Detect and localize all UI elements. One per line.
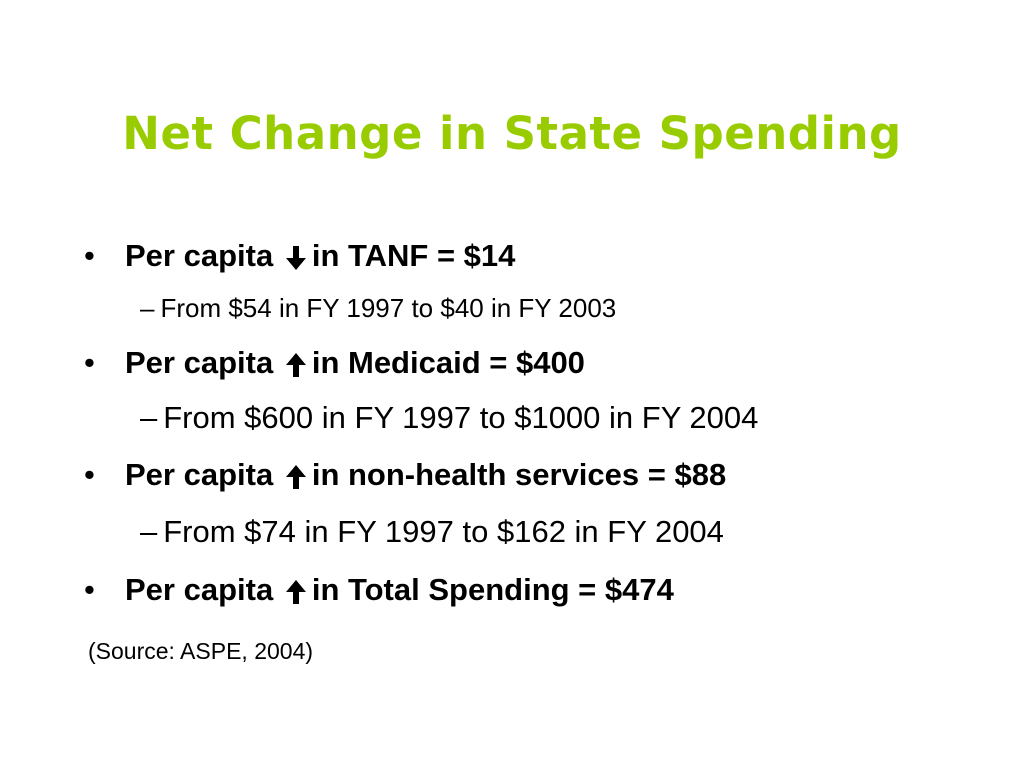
bullet-text-suffix: in TANF = $14 bbox=[311, 238, 516, 273]
bullet-text-prefix: Per capita bbox=[125, 457, 274, 492]
sub-bullet-dash: – bbox=[140, 400, 158, 435]
down-arrow-icon bbox=[284, 245, 308, 271]
bullet-text-suffix: in non-health services = $88 bbox=[311, 457, 727, 492]
bullet-item-total: • Per capita in Total Spending = $474 bbox=[84, 570, 674, 610]
sub-item-non-health: – From $74 in FY 1997 to $162 in FY 2004 bbox=[140, 512, 724, 552]
bullet-item-tanf: • Per capita in TANF = $14 bbox=[84, 236, 515, 276]
bullet-marker: • bbox=[84, 345, 95, 380]
sub-item-tanf: – From $54 in FY 1997 to $40 in FY 2003 bbox=[140, 288, 616, 328]
bullet-text-prefix: Per capita bbox=[125, 572, 274, 607]
up-arrow-icon bbox=[284, 464, 308, 490]
bullet-text-prefix: Per capita bbox=[125, 345, 274, 380]
bullet-marker: • bbox=[84, 572, 95, 607]
sub-item-medicaid: – From $600 in FY 1997 to $1000 in FY 200… bbox=[140, 398, 758, 438]
sub-item-text: From $600 in FY 1997 to $1000 in FY 2004 bbox=[163, 400, 759, 435]
bullet-text-suffix: in Medicaid = $400 bbox=[311, 345, 585, 380]
sub-bullet-dash: – bbox=[140, 514, 158, 549]
slide-title: Net Change in State Spending bbox=[122, 107, 902, 160]
bullet-text-suffix: in Total Spending = $474 bbox=[311, 572, 674, 607]
bullet-text-prefix: Per capita bbox=[125, 238, 274, 273]
source-citation: (Source: ASPE, 2004) bbox=[88, 638, 314, 664]
sub-bullet-dash: – bbox=[140, 293, 155, 323]
bullet-item-medicaid: • Per capita in Medicaid = $400 bbox=[84, 343, 585, 383]
bullet-marker: • bbox=[84, 457, 95, 492]
bullet-item-non-health: • Per capita in non-health services = $88 bbox=[84, 455, 726, 495]
bullet-marker: • bbox=[84, 238, 95, 273]
sub-item-text: From $54 in FY 1997 to $40 in FY 2003 bbox=[160, 293, 617, 323]
up-arrow-icon bbox=[284, 352, 308, 378]
up-arrow-icon bbox=[284, 579, 308, 605]
sub-item-text: From $74 in FY 1997 to $162 in FY 2004 bbox=[163, 514, 724, 549]
